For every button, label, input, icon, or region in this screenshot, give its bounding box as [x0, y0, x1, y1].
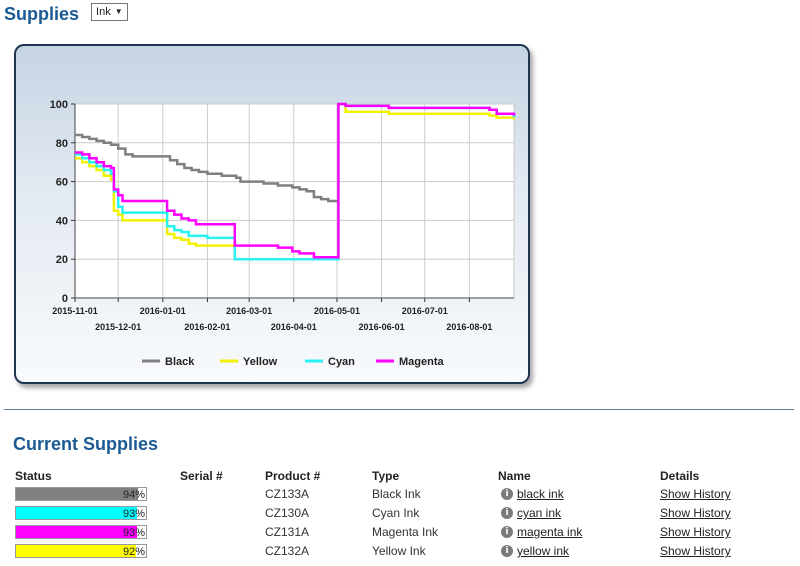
supply-name-link[interactable]: magenta ink [517, 525, 583, 539]
supply-name-link[interactable]: yellow ink [517, 544, 570, 558]
supply-level-bar: 94% [15, 487, 147, 501]
x-tick-label: 2016-01-01 [140, 306, 186, 316]
legend-label: Magenta [399, 356, 445, 368]
supply-level-percent: 92% [122, 546, 145, 558]
y-tick-label: 100 [50, 99, 68, 111]
type-cell: Magenta Ink [372, 525, 439, 539]
series-line-yellow [75, 102, 516, 261]
product-cell: CZ131A [265, 525, 310, 539]
x-tick-label: 2016-08-01 [446, 322, 492, 332]
x-tick-label: 2016-05-01 [314, 306, 360, 316]
supply-level-fill [16, 507, 137, 519]
x-tick-label: 2016-06-01 [359, 322, 405, 332]
column-header-product: Product # [265, 469, 321, 483]
legend-label: Yellow [243, 356, 278, 368]
show-history-link[interactable]: Show History [660, 487, 731, 501]
column-header-name: Name [498, 469, 531, 483]
current-supplies-title: Current Supplies [13, 434, 159, 454]
supply-level-percent: 94% [122, 489, 145, 501]
supply-level-fill [16, 488, 139, 500]
y-tick-label: 80 [56, 138, 68, 150]
column-header-status: Status [15, 469, 52, 483]
product-cell: CZ132A [265, 544, 310, 558]
header: Supplies Ink ▼ [4, 2, 128, 25]
column-header-type: Type [372, 469, 400, 483]
series-line-black [75, 133, 337, 203]
x-tick-label: 2016-02-01 [184, 322, 230, 332]
show-history-link[interactable]: Show History [660, 506, 731, 520]
column-header-details: Details [660, 469, 700, 483]
supply-name-link[interactable]: black ink [517, 487, 564, 501]
info-icon[interactable]: i [501, 507, 513, 519]
supply-type-selected: Ink [96, 5, 111, 18]
show-history-link[interactable]: Show History [660, 544, 731, 558]
section-divider [4, 409, 794, 410]
y-tick-label: 0 [62, 293, 68, 305]
y-tick-label: 20 [56, 254, 68, 266]
x-tick-label: 2015-12-01 [95, 322, 141, 332]
chart-canvas: 0 20 40 60 80 100 2015-11-01 2015-12-01 2016-01-… [50, 99, 516, 368]
supply-level-bar: 93% [15, 525, 147, 539]
x-tick-label: 2016-04-01 [271, 322, 317, 332]
info-icon[interactable]: i [501, 488, 513, 500]
product-cell: CZ130A [265, 506, 310, 520]
y-tick-label: 60 [56, 177, 68, 189]
info-icon[interactable]: i [501, 526, 513, 538]
supply-level-bar: 93% [15, 506, 147, 520]
product-cell: CZ133A [265, 487, 310, 501]
legend-label: Cyan [328, 356, 355, 368]
supply-level-bar: 92% [15, 544, 147, 558]
type-cell: Black Ink [372, 487, 421, 501]
supply-level-fill [16, 545, 136, 557]
column-header-serial: Serial # [180, 469, 223, 483]
chevron-down-icon: ▼ [114, 6, 123, 16]
supply-type-select[interactable]: Ink ▼ [91, 2, 128, 21]
type-cell: Cyan Ink [372, 506, 420, 520]
supply-level-fill [16, 526, 137, 538]
page-title: Supplies [4, 4, 80, 24]
y-tick-label: 40 [56, 215, 68, 227]
supply-history-chart: 0 20 40 60 80 100 2015-11-01 2015-12-01 2016-01-… [14, 44, 530, 384]
info-icon[interactable]: i [501, 545, 513, 557]
series-line-magenta [75, 102, 516, 259]
legend-label: Black [165, 356, 195, 368]
type-cell: Yellow Ink [372, 544, 426, 558]
supply-name-link[interactable]: cyan ink [517, 506, 562, 520]
x-tick-label: 2016-03-01 [226, 306, 272, 316]
show-history-link[interactable]: Show History [660, 525, 731, 539]
x-tick-label: 2015-11-01 [52, 306, 98, 316]
supply-level-percent: 93% [122, 527, 145, 539]
x-tick-label: 2016-07-01 [402, 306, 448, 316]
supply-level-percent: 93% [122, 508, 145, 520]
